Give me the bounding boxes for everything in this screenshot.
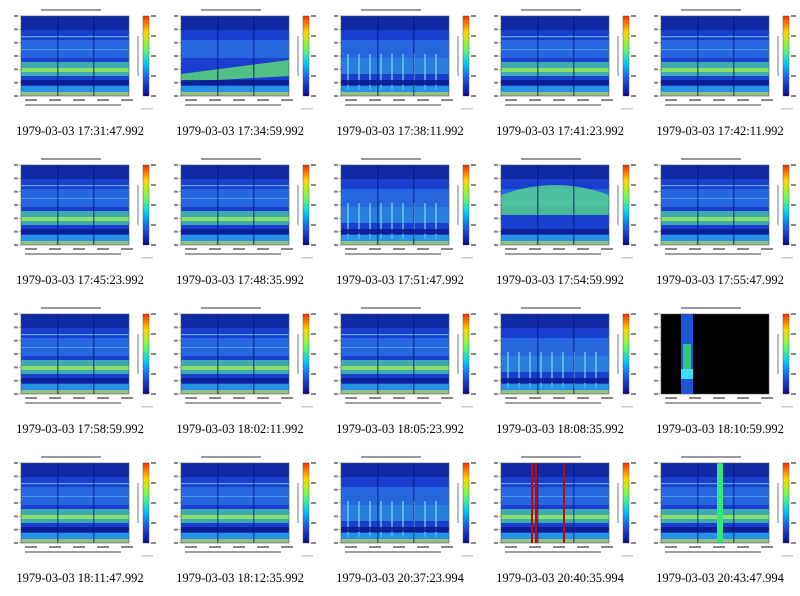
spectrogram-thumbnail [488, 304, 638, 416]
spectrogram-panel: 1979-03-03 17:58:59.992 [0, 298, 160, 447]
timestamp-caption: 1979-03-03 18:05:23.992 [336, 422, 464, 436]
timestamp-caption: 1979-03-03 20:40:35.994 [496, 571, 624, 585]
spectrogram-plot [341, 314, 449, 394]
spectrogram-panel: 1979-03-03 17:34:59.992 [160, 0, 320, 149]
spectrogram-thumbnail [8, 155, 158, 267]
timestamp-caption: 1979-03-03 18:12:35.992 [176, 571, 304, 585]
timestamp-caption: 1979-03-03 17:51:47.992 [336, 273, 464, 287]
timestamp-caption: 1979-03-03 17:38:11.992 [336, 124, 464, 138]
spectrogram-panel: 1979-03-03 18:11:47.992 [0, 447, 160, 596]
spectrogram-panel: 1979-03-03 18:05:23.992 [320, 298, 480, 447]
spectrogram-thumbnail [648, 6, 798, 118]
spectrogram-panel: 1979-03-03 17:42:11.992 [640, 0, 800, 149]
spectrogram-panel: 1979-03-03 20:43:47.994 [640, 447, 800, 596]
spectrogram-plot [181, 165, 289, 245]
timestamp-caption: 1979-03-03 17:41:23.992 [496, 124, 624, 138]
timestamp-caption: 1979-03-03 17:48:35.992 [176, 273, 304, 287]
spectrogram-thumbnail [488, 155, 638, 267]
timestamp-caption: 1979-03-03 20:37:23.994 [336, 571, 464, 585]
spectrogram-plot [661, 16, 769, 96]
spectrogram-plot [181, 314, 289, 394]
spectrogram-thumbnail [488, 6, 638, 118]
spectrogram-thumbnail [8, 453, 158, 565]
spectrogram-panel: 1979-03-03 17:48:35.992 [160, 149, 320, 298]
spectrogram-plot [181, 16, 289, 96]
spectrogram-panel: 1979-03-03 18:08:35.992 [480, 298, 640, 447]
spectrogram-plot [181, 463, 289, 543]
spectrogram-plot [21, 165, 129, 245]
spectrogram-plot [21, 463, 129, 543]
spectrogram-panel: 1979-03-03 17:54:59.992 [480, 149, 640, 298]
spectrogram-plot [501, 165, 609, 245]
spectrogram-plot [341, 165, 449, 245]
spectrogram-panel: 1979-03-03 18:12:35.992 [160, 447, 320, 596]
spectrogram-panel: 1979-03-03 18:02:11.992 [160, 298, 320, 447]
spectrogram-thumbnail [648, 304, 798, 416]
spectrogram-plot [341, 463, 449, 543]
spectrogram-thumbnail [648, 453, 798, 565]
spectrogram-thumbnail [168, 304, 318, 416]
spectrogram-thumbnail [328, 6, 478, 118]
timestamp-caption: 1979-03-03 17:34:59.992 [176, 124, 304, 138]
timestamp-caption: 1979-03-03 17:42:11.992 [656, 124, 784, 138]
spectrogram-thumbnail [328, 304, 478, 416]
timestamp-caption: 1979-03-03 17:58:59.992 [16, 422, 144, 436]
spectrogram-panel: 1979-03-03 18:10:59.992 [640, 298, 800, 447]
spectrogram-thumbnail [8, 304, 158, 416]
timestamp-caption: 1979-03-03 18:10:59.992 [656, 422, 784, 436]
spectrogram-thumbnail [328, 155, 478, 267]
spectrogram-panel: 1979-03-03 17:31:47.992 [0, 0, 160, 149]
spectrogram-plot [341, 16, 449, 96]
spectrogram-panel: 1979-03-03 17:41:23.992 [480, 0, 640, 149]
spectrogram-plot [21, 16, 129, 96]
spectrogram-thumbnail [328, 453, 478, 565]
spectrogram-panel: 1979-03-03 20:40:35.994 [480, 447, 640, 596]
spectrogram-thumbnail [168, 6, 318, 118]
spectrogram-thumbnail [648, 155, 798, 267]
spectrogram-panel: 1979-03-03 17:51:47.992 [320, 149, 480, 298]
timestamp-caption: 1979-03-03 17:45:23.992 [16, 273, 144, 287]
timestamp-caption: 1979-03-03 20:43:47.994 [656, 571, 784, 585]
spectrogram-thumbnail [488, 453, 638, 565]
spectrogram-plot [21, 314, 129, 394]
timestamp-caption: 1979-03-03 17:55:47.992 [656, 273, 784, 287]
spectrogram-thumbnail [168, 155, 318, 267]
spectrogram-panel: 1979-03-03 17:55:47.992 [640, 149, 800, 298]
timestamp-caption: 1979-03-03 18:11:47.992 [16, 571, 144, 585]
spectrogram-plot [501, 16, 609, 96]
spectrogram-thumbnail [168, 453, 318, 565]
timestamp-caption: 1979-03-03 18:02:11.992 [176, 422, 304, 436]
spectrogram-plot [501, 463, 609, 543]
spectrogram-plot [661, 314, 769, 394]
timestamp-caption: 1979-03-03 18:08:35.992 [496, 422, 624, 436]
spectrogram-plot [661, 165, 769, 245]
spectrogram-panel: 1979-03-03 17:38:11.992 [320, 0, 480, 149]
timestamp-caption: 1979-03-03 17:31:47.992 [16, 124, 144, 138]
spectrogram-plot [661, 463, 769, 543]
spectrogram-panel: 1979-03-03 17:45:23.992 [0, 149, 160, 298]
spectrogram-panel: 1979-03-03 20:37:23.994 [320, 447, 480, 596]
spectrogram-plot [501, 314, 609, 394]
spectrogram-thumbnail [8, 6, 158, 118]
timestamp-caption: 1979-03-03 17:54:59.992 [496, 273, 624, 287]
